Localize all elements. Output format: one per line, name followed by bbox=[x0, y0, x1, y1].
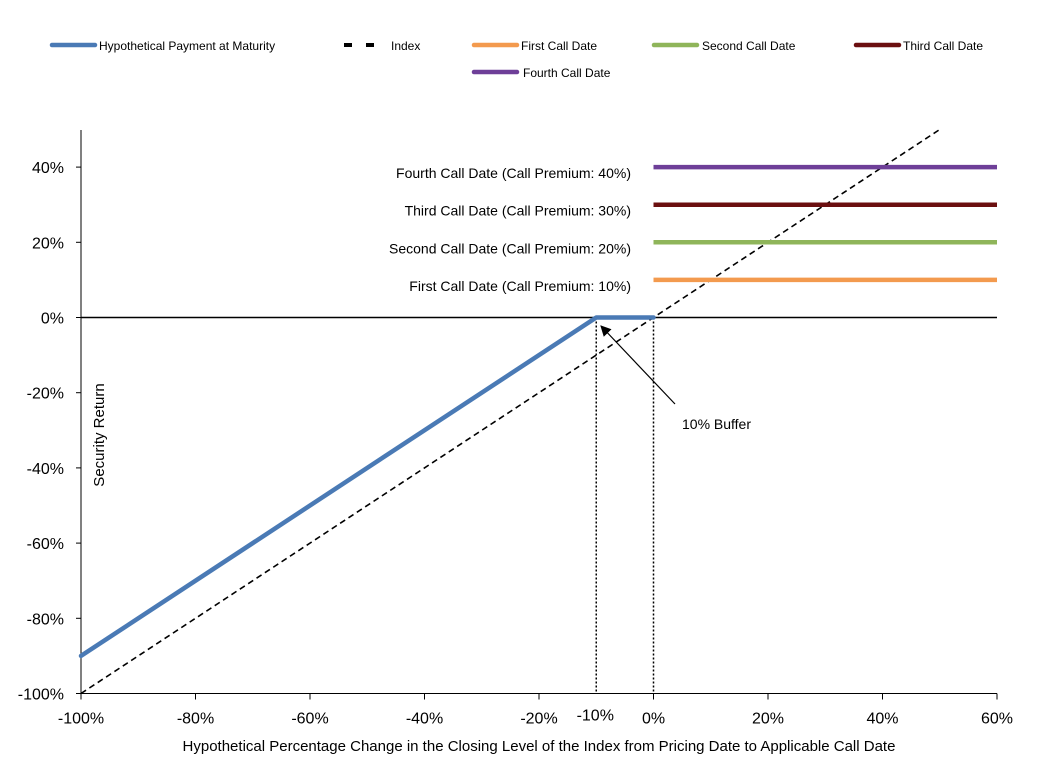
legend-label-hypothetical-payment-at-maturity: Hypothetical Payment at Maturity bbox=[99, 39, 275, 53]
y-tick-label: -100% bbox=[18, 687, 64, 704]
legend-label-first-call-date: First Call Date bbox=[521, 39, 597, 53]
payment-at-maturity-series-line bbox=[78, 315, 656, 659]
y-axis-title: Security Return bbox=[91, 383, 108, 486]
y-tick-label: -60% bbox=[27, 536, 64, 553]
legend-label-second-call-date: Second Call Date bbox=[702, 39, 796, 53]
x-tick-label: -40% bbox=[406, 711, 443, 728]
x-tick-label-buffer: -10% bbox=[577, 708, 614, 725]
x-tick-label: -60% bbox=[291, 711, 328, 728]
x-tick-label: 20% bbox=[752, 711, 784, 728]
x-tick-label: -100% bbox=[58, 711, 104, 728]
buffer-arrow bbox=[600, 325, 676, 405]
legend-label-fourth-call-date: Fourth Call Date bbox=[523, 66, 611, 80]
call-premium-label: First Call Date (Call Premium: 10%) bbox=[409, 278, 631, 294]
index-series-line bbox=[80, 128, 941, 695]
y-tick-label: 20% bbox=[32, 235, 64, 252]
x-axis-title: Hypothetical Percentage Change in the Cl… bbox=[183, 738, 896, 755]
y-tick-label: 0% bbox=[41, 311, 64, 328]
x-tick-label: -20% bbox=[520, 711, 557, 728]
y-tick-label: 40% bbox=[32, 160, 64, 177]
x-tick-label: 60% bbox=[981, 711, 1013, 728]
y-tick-label: -80% bbox=[27, 611, 64, 628]
y-tick-label: -20% bbox=[27, 386, 64, 403]
x-tick-label: -80% bbox=[177, 711, 214, 728]
y-tick-label: -40% bbox=[27, 461, 64, 478]
x-tick-label: 0% bbox=[642, 711, 665, 728]
call-premium-label: Fourth Call Date (Call Premium: 40%) bbox=[396, 165, 631, 181]
x-tick-label: 40% bbox=[866, 711, 898, 728]
legend-label-third-call-date: Third Call Date bbox=[903, 39, 983, 53]
buffer-annotation-label: 10% Buffer bbox=[682, 416, 751, 432]
legend-label-index: Index bbox=[391, 39, 420, 53]
call-premium-label: Third Call Date (Call Premium: 30%) bbox=[405, 203, 631, 219]
call-premium-label: Second Call Date (Call Premium: 20%) bbox=[389, 240, 631, 256]
